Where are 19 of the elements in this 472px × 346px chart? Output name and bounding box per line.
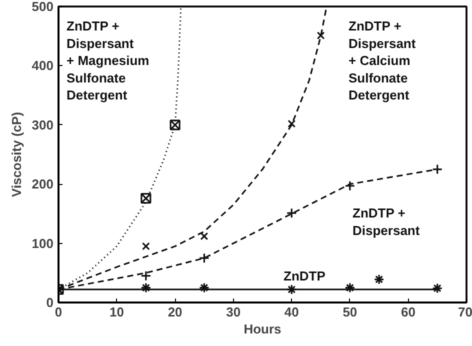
y-tick-label: 200 — [32, 176, 54, 192]
x-axis-title: Hours — [244, 322, 282, 336]
x-tick-label: 60 — [400, 304, 416, 320]
y-tick-label: 400 — [32, 58, 54, 74]
x-tick-label: 30 — [226, 304, 241, 320]
y-axis-title: Viscosity (cP) — [8, 112, 24, 198]
annotation: ZnDTP — [284, 268, 326, 284]
x-tick-label: 10 — [110, 304, 124, 320]
x-tick-label: 20 — [168, 304, 182, 320]
y-tick-label: 500 — [32, 0, 54, 14]
y-tick-label: 0 — [46, 295, 54, 310]
y-tick-label: 300 — [32, 117, 54, 132]
annotation: ZnDTP + Dispersant + Magnesium Sulfonate Detergent — [66, 18, 150, 102]
y-tick-label: 100 — [32, 236, 54, 251]
x-tick-label: 70 — [458, 304, 472, 320]
x-tick-label: 40 — [284, 304, 299, 320]
x-tick-label: 50 — [342, 304, 358, 320]
annotation: ZnDTP + Dispersant + Calcium Sulfonate Detergent — [348, 18, 416, 102]
annotation: ZnDTP + Dispersant — [352, 206, 420, 238]
